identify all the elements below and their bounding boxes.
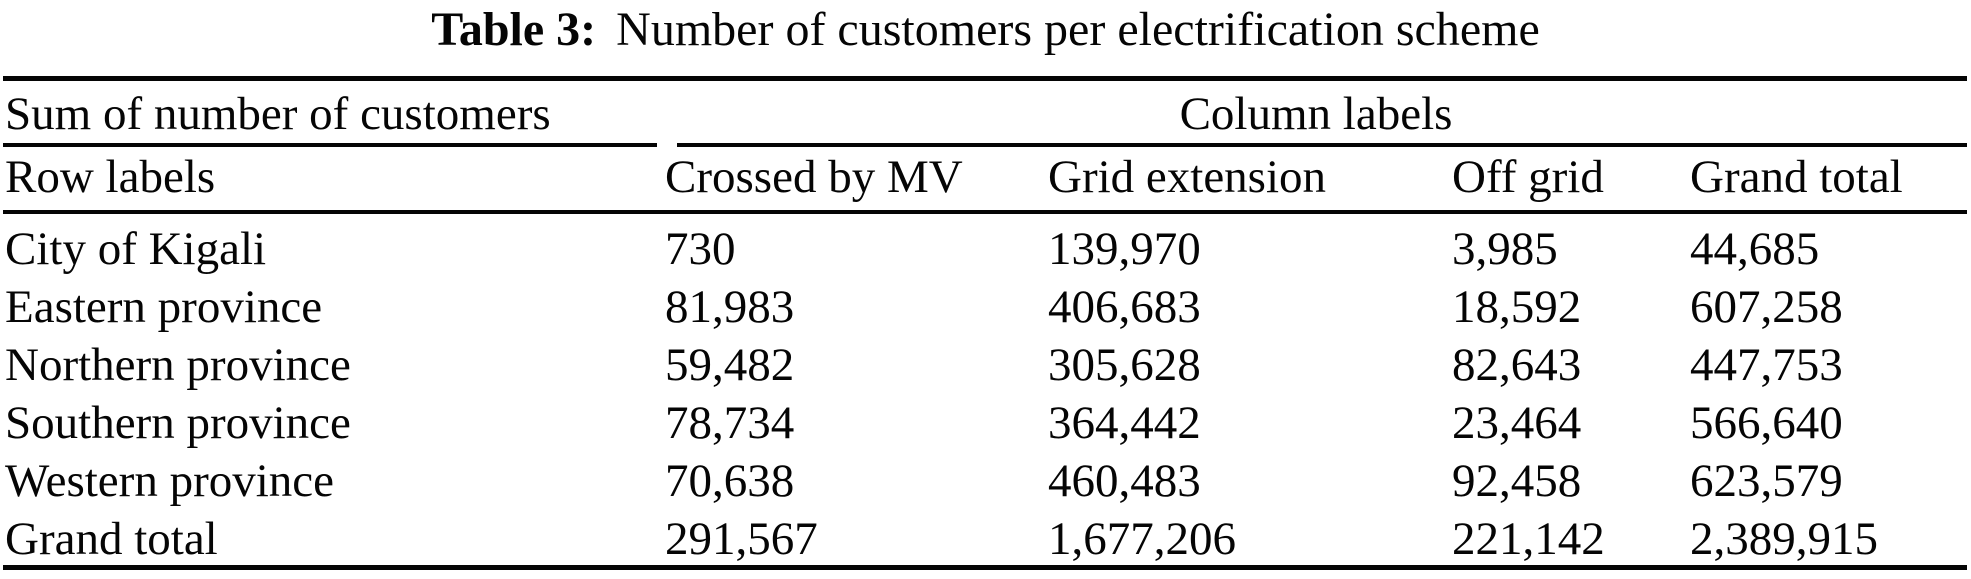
column-header-off-grid: Off grid: [1452, 151, 1604, 203]
cell-grid-extension: 364,442: [1048, 397, 1201, 449]
column-header-row: Row labels Crossed by MV Grid extension …: [3, 147, 1967, 210]
table-row: Northern province 59,482 305,628 82,643 …: [3, 336, 1967, 394]
row-label: City of Kigali: [5, 223, 267, 275]
row-labels-header: Row labels: [5, 151, 216, 203]
top-rule: [3, 76, 1967, 81]
cell-grid-extension: 139,970: [1048, 223, 1201, 275]
table-row: City of Kigali 730 139,970 3,985 44,685: [3, 220, 1967, 278]
cell-grid-extension: 1,677,206: [1048, 513, 1236, 565]
table-row-grand-total: Grand total 291,567 1,677,206 221,142 2,…: [3, 510, 1967, 568]
cell-crossed-by-mv: 78,734: [665, 397, 795, 449]
cell-grid-extension: 460,483: [1048, 455, 1201, 507]
table-caption-text: Number of customers per electrification …: [616, 3, 1540, 56]
cell-grand-total: 623,579: [1690, 455, 1843, 507]
row-label: Grand total: [5, 513, 218, 565]
cell-off-grid: 18,592: [1452, 281, 1582, 333]
header-body-separator-rule: [3, 210, 1967, 214]
row-label: Eastern province: [5, 281, 323, 333]
cell-grid-extension: 305,628: [1048, 339, 1201, 391]
cell-grand-total: 447,753: [1690, 339, 1843, 391]
table-caption: Table 3: Number of customers per electrif…: [0, 2, 1971, 58]
cell-crossed-by-mv: 730: [665, 223, 736, 275]
column-header-grid-extension: Grid extension: [1048, 151, 1327, 203]
cell-grand-total: 607,258: [1690, 281, 1843, 333]
row-labels-underline-rule: [3, 143, 657, 147]
column-labels-header: Column labels: [1179, 88, 1453, 140]
cell-off-grid: 23,464: [1452, 397, 1582, 449]
column-header-crossed-by-mv: Crossed by MV: [665, 151, 963, 203]
cell-off-grid: 221,142: [1452, 513, 1605, 565]
sum-of-customers-header: Sum of number of customers: [5, 88, 551, 140]
table-body: City of Kigali 730 139,970 3,985 44,685 …: [3, 214, 1967, 568]
cell-off-grid: 3,985: [1452, 223, 1558, 275]
table-row: Western province 70,638 460,483 92,458 6…: [3, 452, 1967, 510]
table-row: Eastern province 81,983 406,683 18,592 6…: [3, 278, 1967, 336]
header-group-row: Sum of number of customers Column labels: [3, 81, 1967, 143]
cell-off-grid: 92,458: [1452, 455, 1582, 507]
row-label: Northern province: [5, 339, 351, 391]
row-label: Western province: [5, 455, 334, 507]
cell-crossed-by-mv: 70,638: [665, 455, 795, 507]
column-labels-underline-rule: [677, 143, 1967, 147]
cell-grand-total: 44,685: [1690, 223, 1820, 275]
cell-grand-total: 2,389,915: [1690, 513, 1878, 565]
cell-crossed-by-mv: 291,567: [665, 513, 818, 565]
bottom-rule: [3, 565, 1967, 570]
row-label: Southern province: [5, 397, 351, 449]
cell-grand-total: 566,640: [1690, 397, 1843, 449]
column-header-grand-total: Grand total: [1690, 151, 1903, 203]
cell-crossed-by-mv: 59,482: [665, 339, 795, 391]
cell-grid-extension: 406,683: [1048, 281, 1201, 333]
cell-off-grid: 82,643: [1452, 339, 1582, 391]
cell-crossed-by-mv: 81,983: [665, 281, 795, 333]
table-row: Southern province 78,734 364,442 23,464 …: [3, 394, 1967, 452]
table-caption-number: Table 3:: [431, 3, 597, 56]
